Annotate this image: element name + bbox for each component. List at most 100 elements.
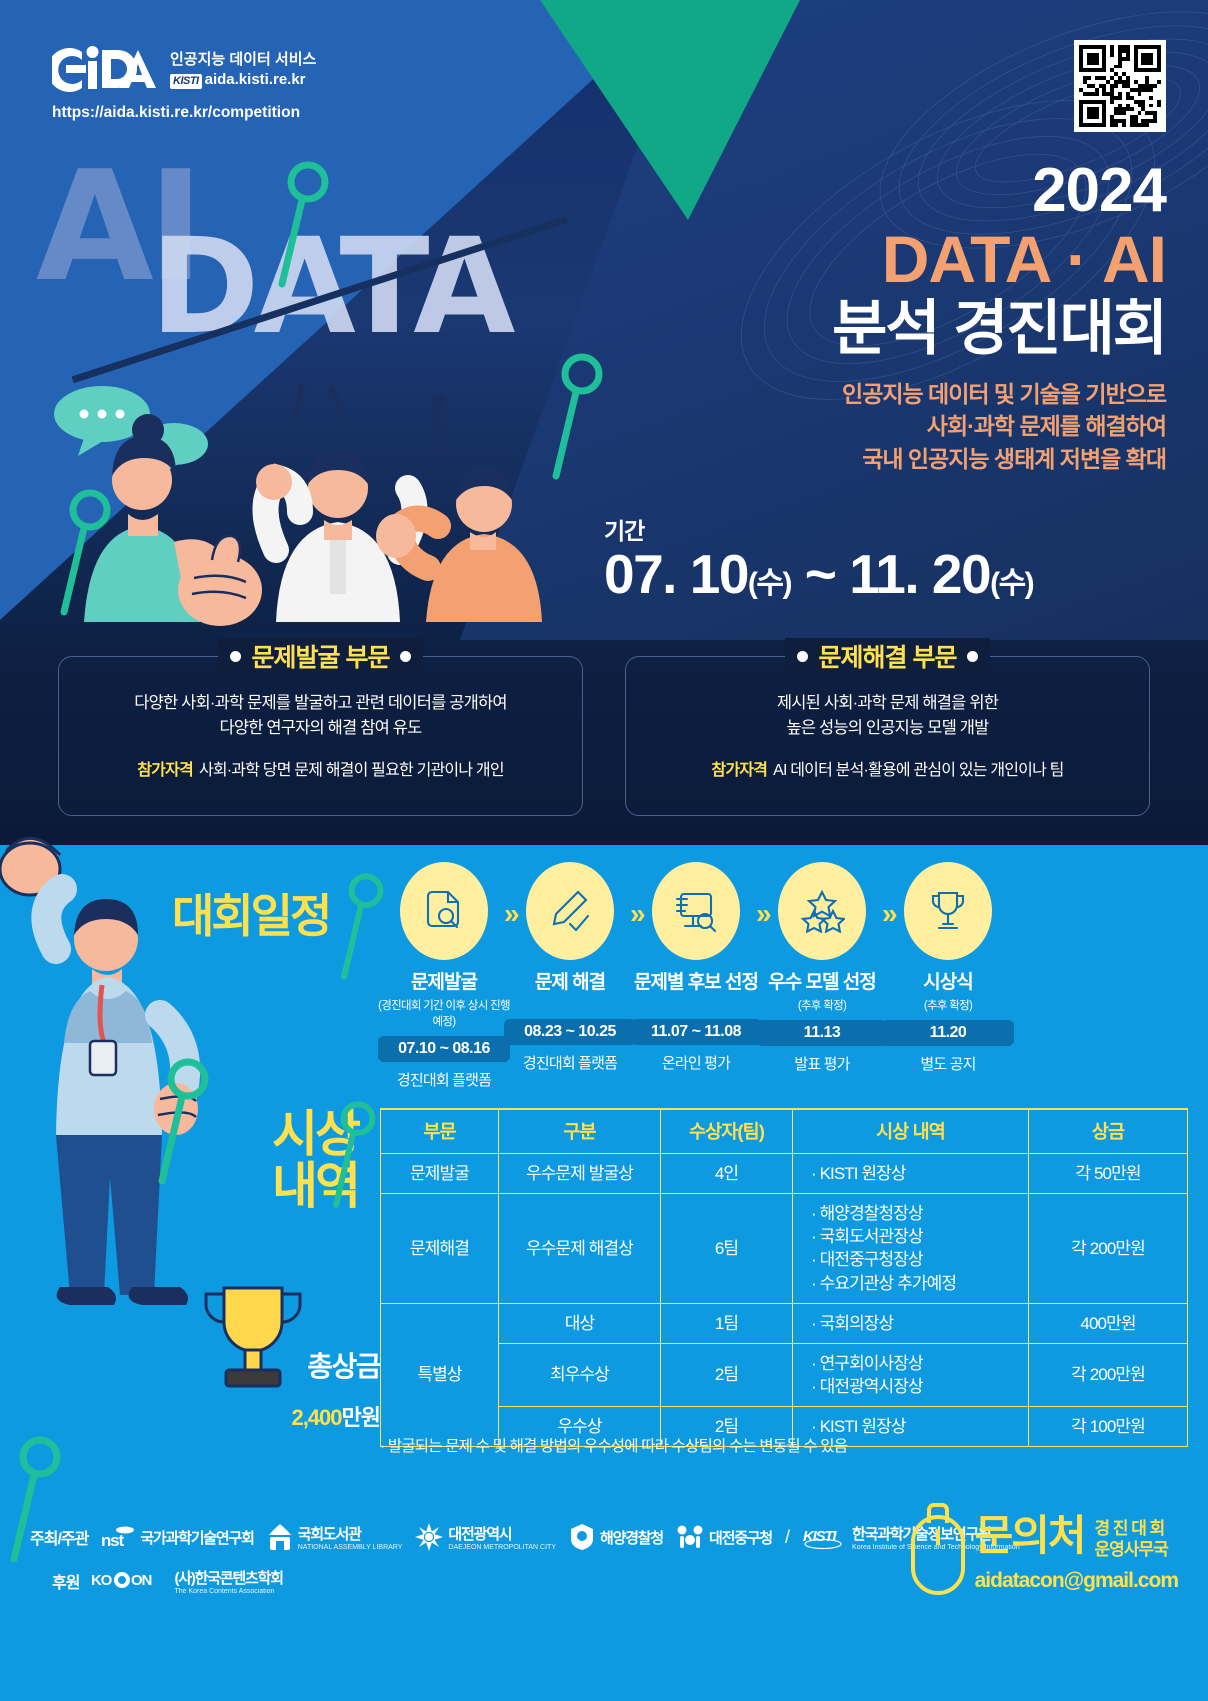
coastguard-icon — [571, 1524, 593, 1550]
host-logo-daejeon: 대전광역시 DAEJEON METROPOLITAN CITY — [415, 1523, 556, 1551]
cell-kind: 대상 — [498, 1302, 661, 1344]
support-sub: The Korea Contents Association — [174, 1588, 275, 1595]
contact-sub-line2: 운영사무국 — [1094, 1540, 1169, 1560]
hero-desc-line1: 인공지능 데이터 및 기술을 기반으로 — [842, 380, 1167, 407]
schedule-step: 문제별 후보 선정 11.07 ~ 11.08 온라인 평가 — [630, 862, 762, 1073]
svg-text:ON: ON — [131, 1572, 151, 1589]
people-illustration — [54, 383, 542, 626]
category-title-wrap: 문제해결 부문 — [784, 638, 991, 674]
schedule-steps: 문제발굴 (경진대회 기간 이후 상시 진행 예정) 07.10 ~ 08.16… — [378, 862, 1190, 1090]
stars-icon — [778, 862, 866, 960]
schedule-step-name: 우수 모델 선정 — [768, 972, 876, 993]
table-row: 최우수상 2팀 · 연구회이사장상 · 대전광역시장상 각 200만원 — [381, 1342, 1188, 1408]
cell-part: 특별상 — [380, 1302, 499, 1448]
period-tilde: ~ — [804, 543, 837, 605]
cell-count: 6팀 — [660, 1193, 793, 1304]
schedule-title: 대회일정 — [172, 880, 332, 946]
host-logo-library: 국회도서관 NATIONAL ASSEMBLY LIBRARY — [267, 1523, 403, 1551]
mouse-icon — [910, 1515, 965, 1595]
table-row: 문제해결 우수문제 해결상 6팀 · 해양경찰청장상 · 국회도서관장상 · 대… — [380, 1193, 1188, 1304]
pencil-check-icon — [526, 862, 614, 960]
footer-separator: / — [785, 1526, 791, 1547]
pin-icon-3 — [60, 489, 111, 616]
cell-count: 2팀 — [660, 1342, 793, 1408]
site-url[interactable]: https://aida.kisti.re.kr/competition — [52, 104, 301, 121]
pin-icon-4 — [158, 1058, 209, 1185]
brand-service-text: 인공지능 데이터 서비스 KISTI aida.kisti.re.kr — [170, 44, 316, 91]
schedule-step: 시상식 (추후 확정) 11.20 별도 공지 — [882, 862, 1014, 1074]
cell-detail: · 연구회이사장상 · 대전광역시장상 — [792, 1342, 1029, 1408]
cell-kind: 우수문제 해결상 — [498, 1193, 661, 1304]
schedule-step-name: 문제별 후보 선정 — [634, 972, 759, 993]
category-qual-label: 참가자격 — [711, 761, 768, 779]
cell-count: 2팀 — [660, 1406, 793, 1448]
nst-icon: nst — [101, 1526, 135, 1548]
schedule-step-date: 11.20 — [882, 1019, 1014, 1046]
hero-year: 2024 — [1032, 156, 1167, 225]
support-row: 후원 KO ON (사)한국콘텐츠학회 The Korea Contents Ass… — [52, 1567, 284, 1595]
cell-amount: 400만원 — [1028, 1302, 1188, 1344]
support-label: 후원 — [52, 1575, 80, 1592]
prize-table-note: · 발굴되는 문제 수 및 해결 방법의 우수성에 따라 수상팀의 수는 변동될… — [380, 1438, 848, 1455]
host-logo-junggu: 대전중구청 — [676, 1524, 773, 1550]
list-search-icon — [652, 862, 740, 960]
schedule-step-date: 08.23 ~ 10.25 — [504, 1018, 636, 1045]
hero-title-en: DATA · AI — [881, 222, 1167, 296]
category-desc-line2: 높은 성능의 인공지능 모델 개발 — [786, 718, 989, 737]
hero-section: AI DATA 인공지능 데이터 서비스 KISTI aida.kisti.re.… — [0, 0, 1208, 845]
schedule-step-date: 11.13 — [756, 1019, 888, 1046]
cell-detail: · 해양경찰청장상 · 국회도서관장상 · 대전중구청장상 · 수요기관상 추가… — [792, 1193, 1029, 1304]
category-title: 문제발굴 부문 — [251, 644, 391, 672]
schedule-step-eval: 발표 평가 — [794, 1055, 850, 1073]
daejeon-icon — [415, 1523, 444, 1551]
host-logo-coastguard: 해양경찰청 — [569, 1523, 664, 1551]
contact-title: 문의처 — [974, 1512, 1087, 1559]
schedule-step-eval: 경진대회 플랫폼 — [396, 1071, 492, 1089]
service-url: aida.kisti.re.kr — [204, 71, 306, 89]
service-name: 인공지능 데이터 서비스 — [170, 51, 317, 68]
schedule-step-note: (추후 확정) — [797, 999, 847, 1012]
category-desc-line2: 다양한 연구자의 해결 참여 유도 — [219, 718, 422, 737]
col-count: 수상자(팀) — [660, 1108, 793, 1155]
table-row: 특별상 대상 1팀 · 국회의장상 400만원 — [380, 1302, 1188, 1448]
host-name: 대전광역시 — [448, 1526, 512, 1543]
qr-code[interactable] — [1074, 40, 1166, 132]
schedule-step-date: 07.10 ~ 08.16 — [378, 1035, 510, 1062]
svg-text:KO: KO — [91, 1572, 113, 1589]
col-detail: 시상 내역 — [792, 1108, 1029, 1155]
bullet-dot-icon — [400, 650, 412, 662]
cell-detail: · KISTI 원장상 — [792, 1153, 1029, 1195]
category-title: 문제해결 부문 — [818, 644, 958, 672]
category-qual-text: AI 데이터 분석·활용에 관심이 있는 개인이나 팀 — [773, 761, 1064, 779]
cell-kind: 우수상 — [498, 1406, 661, 1448]
cell-amount: 각 200만원 — [1028, 1342, 1188, 1408]
host-sub: NATIONAL ASSEMBLY LIBRARY — [297, 1544, 403, 1551]
schedule-step-name: 문제 해결 — [534, 972, 606, 993]
prize-table: 부문 구분 수상자(팀) 시상 내역 상금 문제발굴 우수문제 발굴상 4인 ·… — [380, 1108, 1188, 1448]
schedule-step-note: (추후 확정) — [923, 999, 973, 1012]
contact-block: 문의처 경 진 대 회 운영사무국 aidatacon@gmail.com — [910, 1512, 1179, 1595]
bullet-dot-icon — [796, 650, 808, 662]
pin-icon-2 — [552, 353, 603, 480]
schedule-step-note — [504, 997, 636, 1012]
host-name: 국가과학기술연구회 — [140, 1529, 255, 1547]
contact-email[interactable]: aidatacon@gmail.com — [974, 1568, 1179, 1592]
schedule-step-note: (경진대회 기간 이후 상시 진행 예정) — [378, 999, 510, 1028]
cell-detail: · KISTI 원장상 — [792, 1406, 1029, 1448]
trophy-illustration — [204, 1286, 302, 1388]
col-part: 부문 — [380, 1108, 499, 1155]
kocon-icon: KO ON — [91, 1572, 153, 1589]
library-icon — [268, 1524, 291, 1550]
host-name: 해양경찰청 — [600, 1529, 664, 1547]
brand-header: 인공지능 데이터 서비스 KISTI aida.kisti.re.kr — [52, 44, 316, 94]
schedule-step-name: 문제발굴 — [411, 972, 478, 993]
footer: 주최/주관 nst 국가과학기술연구회 국회도서관 NATIONAL ASSEMB… — [0, 1505, 1208, 1701]
svg-text:nst: nst — [101, 1531, 124, 1548]
support-name: (사)한국콘텐츠학회 — [174, 1570, 284, 1587]
aida-logo-icon — [52, 46, 156, 92]
schedule-step-eval: 온라인 평가 — [661, 1054, 731, 1072]
trophy-icon — [904, 862, 992, 960]
category-card-discovery: 문제발굴 부문 다양한 사회·과학 문제를 발굴하고 관련 데이터를 공개하여 … — [58, 638, 583, 816]
total-prize-block: 총상금 2,400만원 — [160, 1345, 381, 1434]
